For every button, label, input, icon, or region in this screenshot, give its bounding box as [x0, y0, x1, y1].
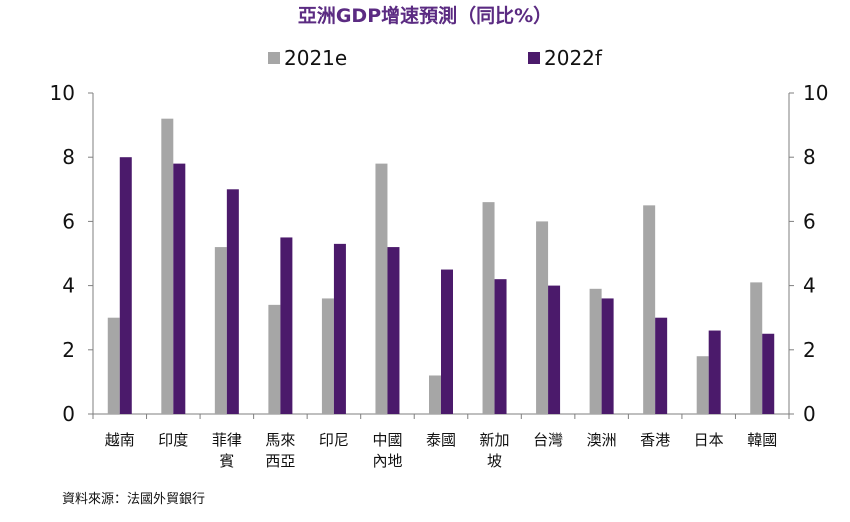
bar-2021e-2: [214, 247, 227, 414]
bar-2022f-12: [762, 333, 775, 414]
y-tick-label-right: 6: [803, 209, 816, 233]
category-label: 馬來西亞: [265, 431, 295, 470]
y-tick-label-left: 8: [62, 145, 75, 169]
y-tick-label-right: 8: [803, 145, 816, 169]
y-tick-label-left: 10: [50, 81, 75, 105]
category-label: 澳洲: [587, 431, 617, 449]
y-tick-label-left: 0: [62, 402, 75, 426]
bar-2021e-0: [107, 317, 120, 414]
bar-2021e-6: [429, 375, 441, 414]
bar-2021e-11: [696, 356, 709, 414]
bars: [107, 118, 775, 415]
legend: 2021e 2022f: [268, 46, 603, 70]
legend-swatch-2022f: [528, 52, 540, 64]
bar-2021e-12: [750, 282, 763, 414]
bar-2022f-7: [494, 279, 507, 414]
category-label: 印尼: [319, 431, 349, 449]
bar-2021e-10: [643, 205, 656, 414]
y-tick-label-right: 10: [803, 81, 828, 105]
axes: 0 2 4 6 8 10 0 2 4 6 8 10: [50, 81, 829, 426]
bar-2022f-9: [601, 298, 614, 414]
category-label: 中國內地: [372, 431, 402, 470]
legend-label-2022f: 2022f: [544, 46, 603, 70]
bar-2021e-8: [536, 221, 549, 414]
y-tick-label-right: 2: [803, 338, 816, 362]
category-label: 越南: [105, 431, 135, 449]
category-label: 印度: [158, 431, 188, 449]
category-label: 日本: [694, 431, 724, 449]
bar-2022f-8: [548, 285, 561, 414]
bar-2022f-4: [333, 243, 346, 414]
legend-swatch-2021e: [268, 52, 280, 64]
bar-2022f-5: [387, 247, 400, 414]
bar-2022f-0: [119, 157, 132, 414]
bar-2022f-1: [173, 163, 186, 414]
y-tick-label-right: 4: [803, 274, 816, 298]
bar-2021e-3: [268, 304, 281, 414]
bar-2021e-5: [375, 163, 388, 414]
category-label: 菲律賓: [212, 431, 242, 470]
category-label: 韓國: [747, 431, 777, 449]
category-label: 泰國: [426, 431, 456, 449]
y-tick-label-left: 2: [62, 338, 75, 362]
bar-2021e-9: [589, 288, 602, 414]
category-label: 香港: [640, 431, 670, 449]
chart-title: 亞洲GDP增速預測（同比%）: [298, 4, 552, 27]
bar-2021e-4: [321, 298, 334, 414]
bar-2022f-2: [226, 189, 239, 414]
y-tick-label-left: 4: [62, 274, 75, 298]
y-tick-label-right: 0: [803, 402, 816, 426]
series-2022f: [119, 157, 775, 414]
legend-label-2021e: 2021e: [284, 46, 347, 70]
series-2021e: [107, 118, 763, 415]
bar-2021e-1: [161, 118, 174, 415]
bar-2022f-11: [708, 330, 721, 414]
category-label: 新加坡: [480, 431, 510, 470]
bar-2021e-7: [482, 202, 495, 414]
category-label: 台灣: [533, 431, 563, 449]
bar-2022f-3: [280, 237, 293, 414]
y-tick-label-left: 6: [62, 209, 75, 233]
bar-2022f-10: [655, 317, 668, 414]
bar-2022f-6: [441, 269, 453, 414]
source-note: 資料來源：法國外貿銀行: [62, 492, 205, 507]
